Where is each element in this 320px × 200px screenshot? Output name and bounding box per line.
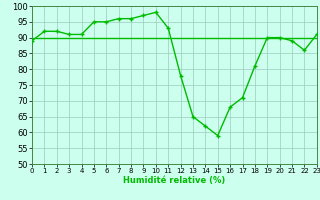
- X-axis label: Humidité relative (%): Humidité relative (%): [123, 176, 226, 185]
